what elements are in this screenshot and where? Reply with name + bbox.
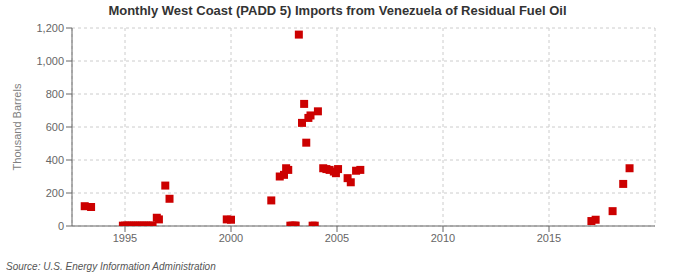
svg-text:1,000: 1,000	[36, 55, 64, 67]
svg-text:400: 400	[46, 154, 64, 166]
svg-text:800: 800	[46, 88, 64, 100]
svg-text:200: 200	[46, 187, 64, 199]
svg-text:2005: 2005	[325, 232, 349, 244]
svg-text:600: 600	[46, 121, 64, 133]
html-text:Monthly West Coast (PADD 5) Im: Monthly West Coast (PADD 5) Imports from…	[108, 3, 567, 18]
svg-text:2015: 2015	[537, 232, 561, 244]
html-text:Source: U.S. Energy Informatio: Source: U.S. Energy Information Administ…	[6, 261, 216, 272]
svg-text:2010: 2010	[431, 232, 455, 244]
svg-text:1995: 1995	[113, 232, 137, 244]
svg-text:1,200: 1,200	[36, 22, 64, 34]
svg-text:2000: 2000	[219, 232, 243, 244]
svg-text:0: 0	[58, 220, 64, 232]
svg-text:Thousand Barrels: Thousand Barrels	[11, 83, 23, 170]
